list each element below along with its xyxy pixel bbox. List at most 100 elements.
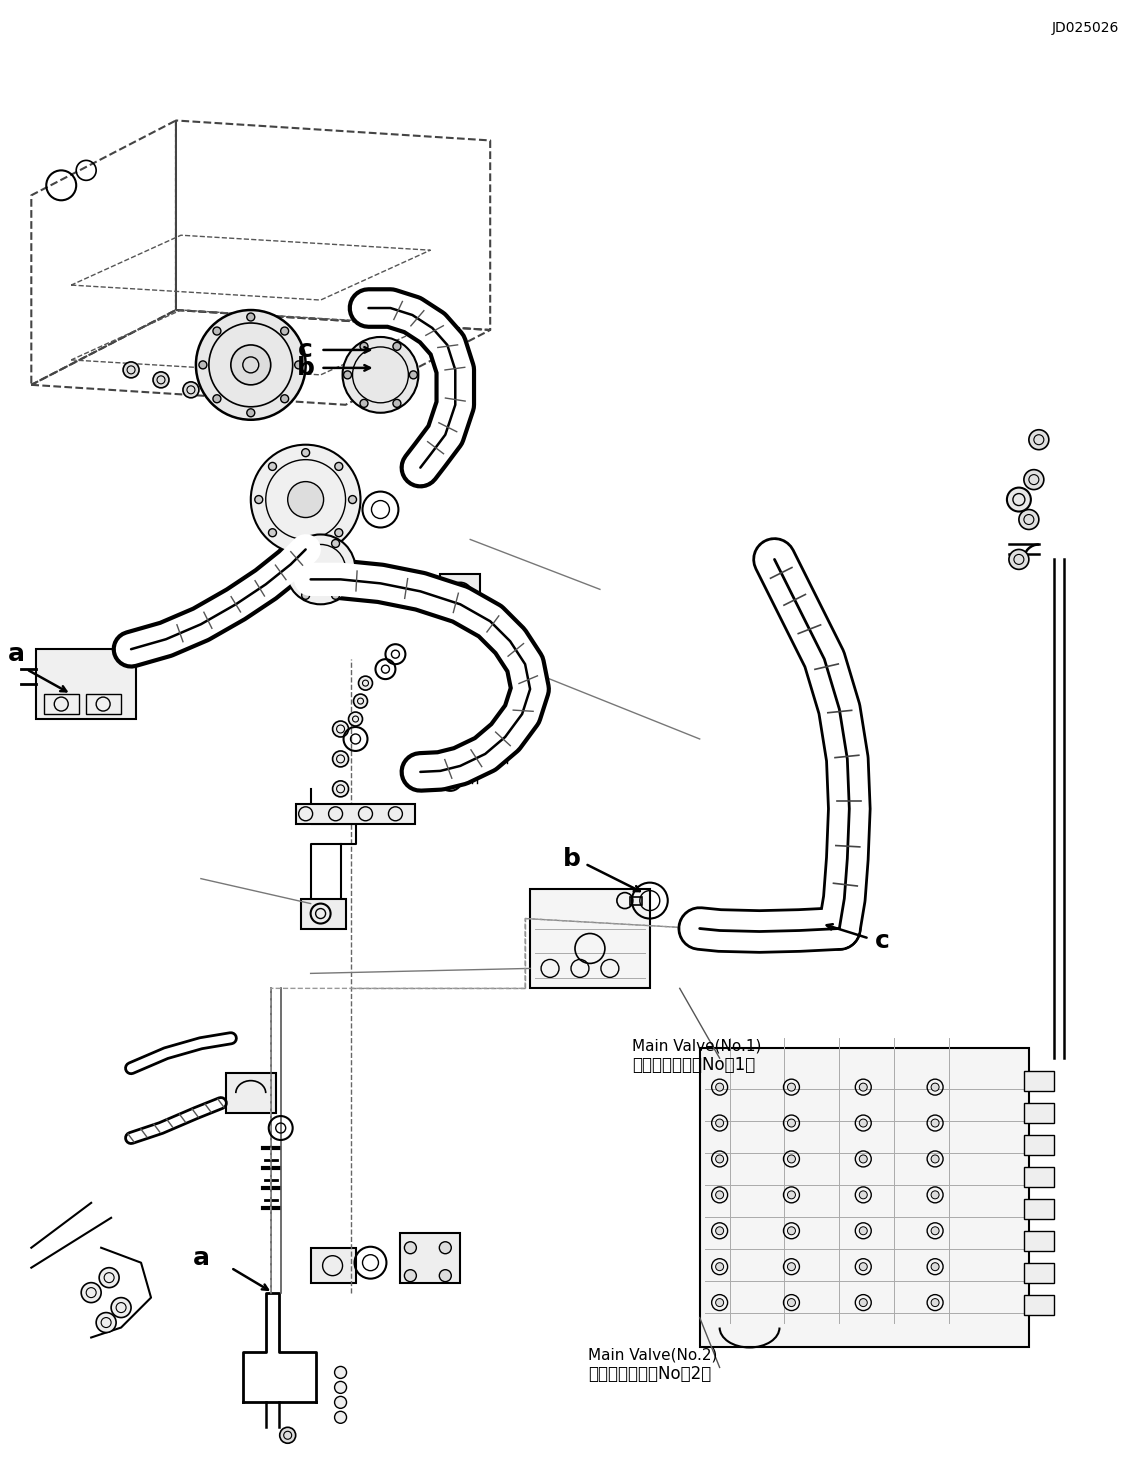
Circle shape (347, 566, 355, 573)
Circle shape (439, 767, 463, 791)
Circle shape (199, 360, 207, 369)
Bar (86, 694, 122, 713)
Circle shape (931, 1262, 939, 1271)
Circle shape (332, 540, 340, 547)
Circle shape (111, 1297, 131, 1317)
Circle shape (301, 449, 309, 457)
Bar (36, 649, 136, 719)
Circle shape (334, 528, 342, 537)
Circle shape (715, 1156, 723, 1163)
Circle shape (715, 1227, 723, 1234)
Circle shape (153, 372, 169, 388)
Circle shape (333, 751, 349, 767)
Circle shape (287, 566, 294, 573)
Bar (821, 919, 841, 928)
Circle shape (715, 1083, 723, 1091)
Circle shape (788, 1262, 796, 1271)
Circle shape (268, 528, 276, 537)
Bar (1024, 1294, 1054, 1315)
Circle shape (409, 371, 417, 379)
Text: Main Valve(No.1): Main Valve(No.1) (632, 1039, 761, 1053)
Circle shape (301, 540, 309, 547)
Circle shape (860, 1083, 868, 1091)
Circle shape (715, 1262, 723, 1271)
Bar (1024, 1071, 1054, 1091)
Bar (44, 694, 80, 713)
Circle shape (280, 1427, 296, 1443)
Circle shape (405, 1269, 416, 1281)
Circle shape (81, 1282, 101, 1303)
Circle shape (99, 1268, 119, 1288)
Circle shape (294, 360, 302, 369)
Circle shape (231, 344, 271, 385)
Circle shape (860, 1299, 868, 1307)
Circle shape (358, 676, 373, 690)
Circle shape (288, 481, 324, 518)
Circle shape (1019, 509, 1039, 530)
Circle shape (788, 1299, 796, 1307)
Circle shape (931, 1227, 939, 1234)
Bar (1024, 1231, 1054, 1250)
Circle shape (468, 747, 492, 770)
Circle shape (360, 400, 368, 407)
Circle shape (334, 1382, 347, 1393)
Circle shape (334, 1396, 347, 1408)
Circle shape (332, 591, 340, 600)
Circle shape (123, 362, 139, 378)
Circle shape (788, 1227, 796, 1234)
Bar (440, 575, 480, 614)
Circle shape (1007, 487, 1031, 512)
Circle shape (213, 395, 221, 403)
Circle shape (334, 1411, 347, 1424)
Circle shape (788, 1191, 796, 1199)
Text: メインバルブ（No．2）: メインバルブ（No．2） (588, 1366, 712, 1383)
Circle shape (439, 1242, 451, 1253)
Circle shape (334, 463, 342, 470)
Text: a: a (192, 1246, 209, 1269)
Circle shape (183, 382, 199, 398)
Circle shape (349, 712, 363, 727)
Bar (630, 897, 641, 905)
Text: b: b (563, 846, 581, 871)
Circle shape (439, 1269, 451, 1281)
Circle shape (342, 337, 418, 413)
Bar (300, 899, 346, 928)
Circle shape (931, 1299, 939, 1307)
Circle shape (931, 1191, 939, 1199)
Circle shape (334, 1367, 347, 1379)
Circle shape (281, 395, 289, 403)
Circle shape (860, 1191, 868, 1199)
Circle shape (860, 1156, 868, 1163)
Circle shape (301, 591, 309, 600)
Circle shape (860, 1227, 868, 1234)
Circle shape (285, 534, 356, 604)
Bar (226, 1074, 275, 1113)
Bar (400, 1233, 460, 1282)
Circle shape (251, 445, 360, 554)
Circle shape (931, 1156, 939, 1163)
Circle shape (931, 1119, 939, 1126)
Bar (310, 1247, 356, 1282)
Text: c: c (298, 338, 313, 362)
Bar (1024, 1135, 1054, 1156)
Circle shape (268, 463, 276, 470)
Circle shape (715, 1119, 723, 1126)
Circle shape (393, 400, 401, 407)
Circle shape (931, 1083, 939, 1091)
Circle shape (1009, 550, 1029, 569)
Circle shape (405, 1242, 416, 1253)
Circle shape (788, 1083, 796, 1091)
Bar (1024, 1103, 1054, 1123)
Circle shape (1029, 430, 1048, 449)
Circle shape (860, 1262, 868, 1271)
Bar (296, 804, 415, 824)
Circle shape (247, 409, 255, 417)
Circle shape (247, 314, 255, 321)
Circle shape (301, 543, 309, 550)
Circle shape (715, 1299, 723, 1307)
Circle shape (333, 781, 349, 797)
Circle shape (715, 1191, 723, 1199)
Circle shape (860, 1119, 868, 1126)
Bar (530, 889, 650, 988)
Circle shape (354, 694, 367, 708)
